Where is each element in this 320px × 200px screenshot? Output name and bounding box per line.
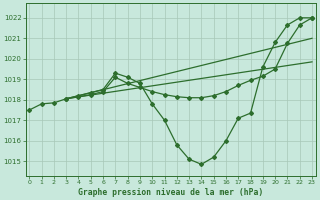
X-axis label: Graphe pression niveau de la mer (hPa): Graphe pression niveau de la mer (hPa) bbox=[78, 188, 263, 197]
